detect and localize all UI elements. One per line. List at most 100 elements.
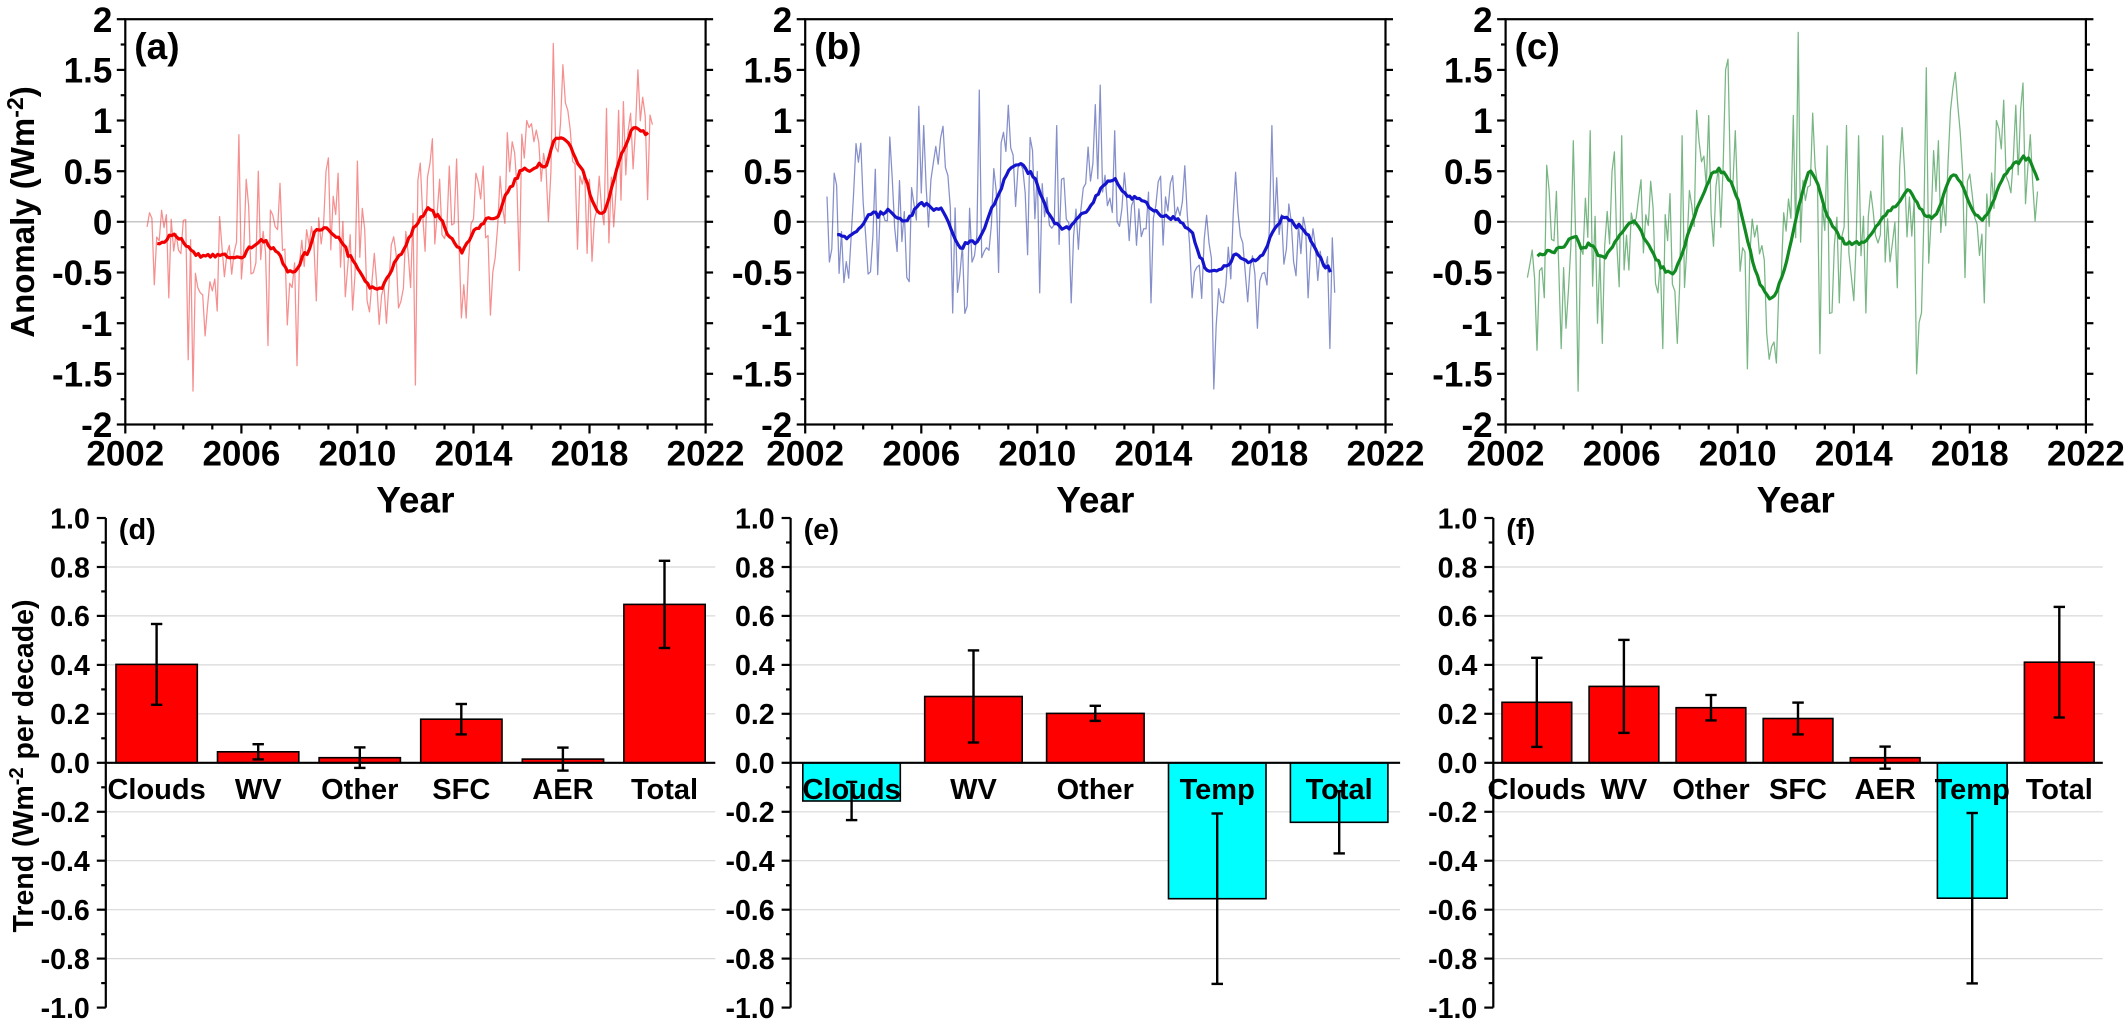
svg-text:2010: 2010 — [998, 435, 1076, 474]
svg-text:0.5: 0.5 — [744, 153, 793, 192]
svg-text:-1.0: -1.0 — [1428, 993, 1477, 1021]
svg-text:Trend (Wm-2 per decade): Trend (Wm-2 per decade) — [6, 600, 40, 933]
svg-text:-2: -2 — [81, 406, 112, 445]
svg-text:-0.8: -0.8 — [725, 944, 774, 976]
svg-text:2002: 2002 — [86, 435, 164, 474]
svg-text:0.8: 0.8 — [1438, 552, 1478, 584]
svg-text:(f): (f) — [1506, 514, 1535, 546]
svg-text:WV: WV — [235, 774, 282, 806]
svg-text:Temp: Temp — [1935, 774, 2010, 806]
svg-text:-0.5: -0.5 — [52, 254, 112, 293]
svg-text:2022: 2022 — [2047, 435, 2125, 474]
svg-text:WV: WV — [1601, 774, 1648, 806]
svg-text:2014: 2014 — [435, 435, 513, 474]
svg-text:Clouds: Clouds — [107, 774, 205, 806]
svg-text:0.6: 0.6 — [50, 601, 90, 633]
svg-text:2022: 2022 — [1347, 435, 1425, 474]
svg-text:Anomaly (Wm-2): Anomaly (Wm-2) — [2, 86, 41, 337]
svg-text:-1.5: -1.5 — [732, 355, 792, 394]
svg-text:-1: -1 — [1461, 305, 1492, 344]
svg-text:1.5: 1.5 — [64, 52, 113, 91]
svg-text:Other: Other — [1057, 774, 1134, 806]
svg-text:-0.4: -0.4 — [1428, 846, 1477, 878]
svg-text:1: 1 — [1473, 102, 1492, 141]
svg-text:0: 0 — [1473, 203, 1492, 242]
svg-text:2: 2 — [93, 1, 112, 40]
svg-text:0: 0 — [773, 203, 792, 242]
svg-text:2018: 2018 — [1230, 435, 1308, 474]
svg-text:-0.8: -0.8 — [41, 944, 90, 976]
svg-text:2002: 2002 — [766, 435, 844, 474]
svg-text:-0.6: -0.6 — [725, 895, 774, 927]
svg-text:AER: AER — [1854, 774, 1915, 806]
svg-text:-1.5: -1.5 — [52, 355, 112, 394]
svg-text:0.2: 0.2 — [50, 699, 90, 731]
svg-text:0.0: 0.0 — [1438, 748, 1478, 780]
svg-text:Clouds: Clouds — [1488, 774, 1586, 806]
svg-text:WV: WV — [950, 774, 997, 806]
svg-text:-1: -1 — [81, 305, 112, 344]
svg-text:1: 1 — [773, 102, 792, 141]
svg-text:0.2: 0.2 — [735, 699, 775, 731]
svg-text:0.4: 0.4 — [1438, 650, 1478, 682]
svg-text:Total: Total — [2026, 774, 2093, 806]
svg-text:2006: 2006 — [1583, 435, 1661, 474]
svg-text:2: 2 — [1473, 1, 1492, 40]
svg-text:1.0: 1.0 — [50, 503, 90, 535]
svg-text:Total: Total — [631, 774, 698, 806]
svg-text:0.0: 0.0 — [50, 748, 90, 780]
svg-text:0.5: 0.5 — [64, 153, 113, 192]
svg-text:2: 2 — [773, 1, 792, 40]
svg-text:2014: 2014 — [1114, 435, 1192, 474]
svg-text:Year: Year — [1757, 480, 1835, 521]
svg-text:Temp: Temp — [1180, 774, 1255, 806]
svg-text:-0.5: -0.5 — [1432, 254, 1492, 293]
svg-text:(c): (c) — [1515, 26, 1560, 67]
svg-text:2002: 2002 — [1467, 435, 1545, 474]
svg-text:(a): (a) — [134, 26, 179, 67]
svg-text:-0.4: -0.4 — [41, 846, 90, 878]
svg-text:-2: -2 — [761, 406, 792, 445]
svg-text:0.4: 0.4 — [50, 650, 90, 682]
svg-text:(d): (d) — [119, 514, 156, 546]
svg-text:1.0: 1.0 — [1438, 503, 1478, 535]
svg-text:-0.8: -0.8 — [1428, 944, 1477, 976]
svg-text:0: 0 — [93, 203, 112, 242]
svg-text:Other: Other — [1672, 774, 1749, 806]
svg-text:0.5: 0.5 — [1444, 153, 1493, 192]
svg-text:-0.2: -0.2 — [725, 797, 774, 829]
svg-text:2014: 2014 — [1815, 435, 1893, 474]
svg-text:(b): (b) — [814, 26, 861, 67]
svg-text:SFC: SFC — [1769, 774, 1827, 806]
svg-text:1.5: 1.5 — [744, 52, 793, 91]
svg-text:1.0: 1.0 — [735, 503, 775, 535]
svg-text:2018: 2018 — [1931, 435, 2009, 474]
svg-text:-1.5: -1.5 — [1432, 355, 1492, 394]
svg-text:-0.5: -0.5 — [732, 254, 792, 293]
svg-text:1.5: 1.5 — [1444, 52, 1493, 91]
svg-text:2018: 2018 — [551, 435, 629, 474]
svg-text:0.2: 0.2 — [1438, 699, 1478, 731]
svg-text:-1.0: -1.0 — [41, 993, 90, 1021]
svg-text:Year: Year — [376, 480, 454, 521]
svg-text:2022: 2022 — [667, 435, 745, 474]
svg-text:SFC: SFC — [432, 774, 490, 806]
svg-text:0.8: 0.8 — [735, 552, 775, 584]
svg-text:-0.6: -0.6 — [1428, 895, 1477, 927]
svg-text:AER: AER — [532, 774, 593, 806]
svg-text:1: 1 — [93, 102, 112, 141]
svg-text:Year: Year — [1056, 480, 1134, 521]
svg-text:0.0: 0.0 — [735, 748, 775, 780]
svg-text:0.8: 0.8 — [50, 552, 90, 584]
svg-text:0.4: 0.4 — [735, 650, 775, 682]
svg-text:Other: Other — [321, 774, 398, 806]
svg-text:-2: -2 — [1461, 406, 1492, 445]
svg-text:-0.2: -0.2 — [1428, 797, 1477, 829]
svg-text:-1.0: -1.0 — [725, 993, 774, 1021]
svg-text:2010: 2010 — [318, 435, 396, 474]
svg-text:-1: -1 — [761, 305, 792, 344]
svg-text:0.6: 0.6 — [735, 601, 775, 633]
svg-text:-0.2: -0.2 — [41, 797, 90, 829]
svg-text:-0.4: -0.4 — [725, 846, 774, 878]
svg-text:-0.6: -0.6 — [41, 895, 90, 927]
